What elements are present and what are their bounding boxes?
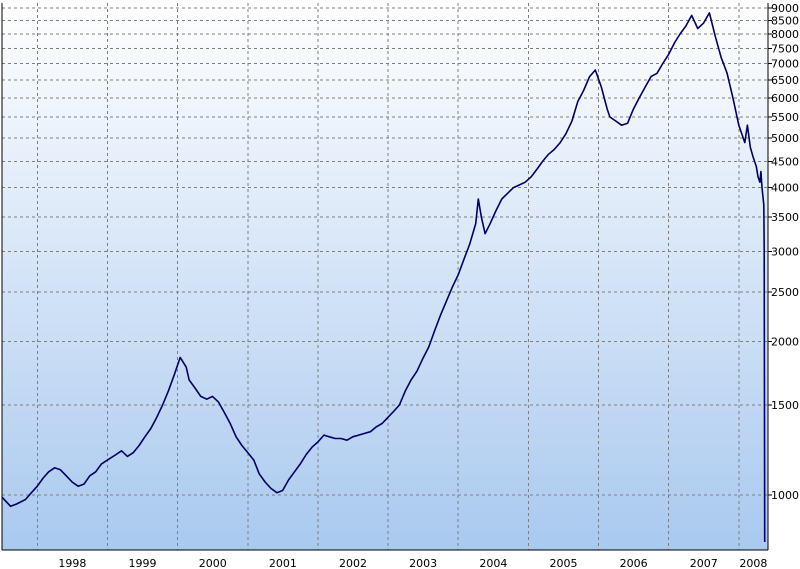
y-tick-label: 7500: [771, 42, 799, 55]
y-tick-label: 3000: [771, 245, 799, 258]
y-tick-label: 5500: [771, 111, 799, 124]
x-tick-label: 2004: [479, 557, 507, 569]
y-tick-label: 2000: [771, 335, 799, 348]
y-tick-label: 6500: [771, 74, 799, 87]
axes: [1, 3, 772, 551]
y-tick-label: 4000: [771, 182, 799, 195]
x-tick-label: 2007: [690, 557, 718, 569]
x-tick-label: 1998: [58, 557, 86, 569]
y-tick-label: 4500: [771, 156, 799, 169]
x-tick-label: 2006: [620, 557, 648, 569]
grid: [2, 3, 768, 550]
x-tick-label: 2005: [550, 557, 578, 569]
y-tick-label: 1000: [771, 489, 799, 502]
series-line: [1, 12, 766, 543]
x-tick-label: 2003: [409, 557, 437, 569]
x-tick-label: 2002: [339, 557, 367, 569]
y-tick-label: 2500: [771, 286, 799, 299]
y-tick-label: 5000: [771, 132, 799, 145]
x-tick-label: 2000: [199, 557, 227, 569]
plot-background: [2, 3, 768, 550]
y-tick-label: 8500: [771, 15, 799, 28]
y-tick-label: 9000: [771, 2, 799, 15]
x-tick-label: 2008: [739, 557, 767, 569]
x-tick-label: 2001: [269, 557, 297, 569]
y-tick-label: 7000: [771, 58, 799, 71]
y-tick-labels: 1000 1500 2000 2500 3000 3500 4000 4500 5000 5500…: [771, 2, 799, 502]
y-tick-label: 1500: [771, 399, 799, 412]
y-tick-label: 6000: [771, 92, 799, 105]
x-tick-labels: 1998 1999 2000 2001 2002 2003 2004 2005 2006 2007…: [58, 557, 767, 569]
y-tick-label: 3500: [771, 211, 799, 224]
y-tick-label: 8000: [771, 28, 799, 41]
x-tick-label: 1999: [129, 557, 157, 569]
